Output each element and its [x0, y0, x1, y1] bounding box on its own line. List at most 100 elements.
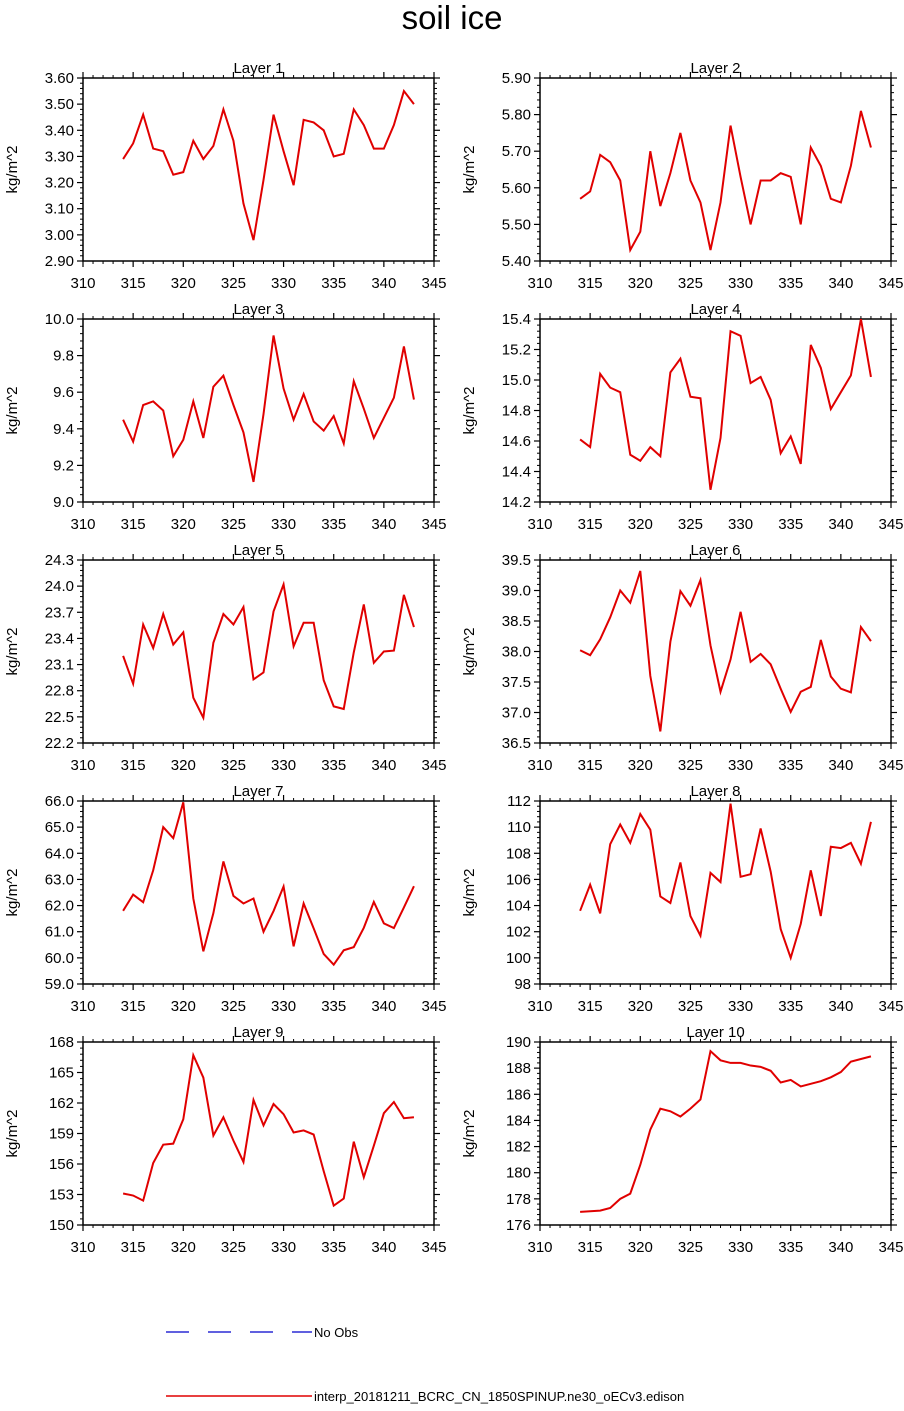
- x-tick-label: 320: [171, 998, 196, 1015]
- y-tick-label: 106: [506, 871, 531, 888]
- y-tick-label: 156: [49, 1156, 74, 1173]
- x-tick-label: 315: [121, 757, 146, 774]
- x-tick-label: 330: [728, 757, 753, 774]
- x-tick-label: 310: [527, 275, 552, 292]
- x-tick-label: 310: [70, 998, 95, 1015]
- x-tick-label: 315: [578, 516, 603, 533]
- x-tick-label: 315: [121, 1239, 146, 1256]
- y-tick-label: 37.5: [502, 674, 531, 691]
- x-tick-label: 340: [371, 998, 396, 1015]
- y-axis-label-layer-7: kg/m^2: [4, 869, 21, 917]
- legend-label-no-obs: No Obs: [314, 1325, 359, 1340]
- x-tick-label: 320: [628, 516, 653, 533]
- x-tick-label: 315: [578, 998, 603, 1015]
- y-tick-label: 62.0: [45, 898, 74, 915]
- y-tick-label: 153: [49, 1187, 74, 1204]
- panel-layer-8: Layer 8 kg/m^2 310 315 320 325 330 335 340 345 98 1…: [461, 783, 904, 1015]
- x-tick-label: 325: [678, 275, 703, 292]
- plot-frame-layer-4: [539, 318, 892, 503]
- y-tick-label: 22.8: [45, 683, 74, 700]
- x-tick-label: 345: [421, 516, 446, 533]
- legend: No Obs interp_20181211_BCRC_CN_1850SPINU…: [166, 1325, 684, 1404]
- x-tick-label: 345: [878, 275, 903, 292]
- x-tick-label: 330: [271, 275, 296, 292]
- y-tick-label: 2.90: [45, 253, 74, 270]
- y-tick-label: 5.40: [502, 253, 531, 270]
- x-tick-label: 345: [878, 1239, 903, 1256]
- y-tick-label: 3.20: [45, 175, 74, 192]
- x-tick-label: 320: [628, 757, 653, 774]
- y-tick-label: 15.2: [502, 342, 531, 359]
- legend-label-model: interp_20181211_BCRC_CN_1850SPINUP.ne30_…: [314, 1389, 684, 1404]
- panel-title-layer-9: Layer 9: [233, 1024, 283, 1041]
- x-tick-label: 340: [371, 275, 396, 292]
- y-tick-label: 10.0: [45, 311, 74, 328]
- y-tick-label: 5.70: [502, 143, 531, 160]
- panel-title-layer-6: Layer 6: [690, 542, 740, 559]
- panel-layer-2: Layer 2 kg/m^2 310 315 320 325 330 335 340 345 5.4…: [461, 60, 904, 292]
- legend-item-model: interp_20181211_BCRC_CN_1850SPINUP.ne30_…: [166, 1389, 684, 1404]
- panel-title-layer-3: Layer 3: [233, 301, 283, 318]
- x-tick-label: 345: [878, 516, 903, 533]
- panel-layer-9: Layer 9 kg/m^2 310 315 320 325 330 335 340 345 150…: [4, 1024, 447, 1256]
- y-tick-label: 182: [506, 1139, 531, 1156]
- x-tick-label: 330: [271, 1239, 296, 1256]
- panel-title-layer-10: Layer 10: [686, 1024, 744, 1041]
- y-tick-label: 3.40: [45, 122, 74, 139]
- y-tick-label: 104: [506, 898, 531, 915]
- y-axis-label-layer-1: kg/m^2: [4, 146, 21, 194]
- x-tick-label: 315: [121, 516, 146, 533]
- y-axis-label-layer-9: kg/m^2: [4, 1110, 21, 1158]
- y-tick-label: 14.2: [502, 494, 531, 511]
- x-tick-label: 340: [371, 516, 396, 533]
- x-tick-label: 345: [421, 998, 446, 1015]
- y-axis-label-layer-4: kg/m^2: [461, 387, 478, 435]
- series-line-layer-9: [122, 1051, 415, 1208]
- y-tick-label: 64.0: [45, 845, 74, 862]
- y-tick-label: 102: [506, 924, 531, 941]
- series-line-layer-8: [579, 803, 872, 962]
- y-tick-label: 165: [49, 1065, 74, 1082]
- y-tick-label: 66.0: [45, 793, 74, 810]
- panel-title-layer-1: Layer 1: [233, 60, 283, 77]
- x-tick-label: 335: [778, 1239, 803, 1256]
- panel-layer-7: Layer 7 kg/m^2 310 315 320 325 330 335 340 345 59.…: [4, 783, 447, 1015]
- x-tick-label: 325: [221, 998, 246, 1015]
- y-tick-label: 24.0: [45, 578, 74, 595]
- x-tick-label: 310: [527, 757, 552, 774]
- y-tick-label: 14.8: [502, 403, 531, 420]
- y-tick-label: 184: [506, 1112, 531, 1129]
- y-tick-label: 23.4: [45, 630, 74, 647]
- y-tick-label: 100: [506, 950, 531, 967]
- x-tick-label: 340: [371, 757, 396, 774]
- y-tick-label: 5.90: [502, 70, 531, 87]
- x-tick-label: 310: [70, 516, 95, 533]
- x-tick-label: 325: [221, 757, 246, 774]
- x-tick-label: 310: [527, 516, 552, 533]
- panel-title-layer-7: Layer 7: [233, 783, 283, 800]
- y-tick-label: 36.5: [502, 735, 531, 752]
- y-tick-label: 150: [49, 1217, 74, 1234]
- y-tick-label: 9.4: [53, 421, 74, 438]
- x-tick-label: 330: [271, 998, 296, 1015]
- x-tick-label: 315: [578, 275, 603, 292]
- y-tick-label: 110: [507, 819, 531, 836]
- x-tick-label: 325: [221, 275, 246, 292]
- panel-title-layer-8: Layer 8: [690, 783, 740, 800]
- y-tick-label: 180: [506, 1165, 531, 1182]
- panel-layer-10: Layer 10 kg/m^2 310 315 320 325 330 335 340 345 17…: [461, 1024, 904, 1256]
- y-tick-label: 14.6: [502, 433, 531, 450]
- y-tick-label: 23.7: [45, 604, 74, 621]
- panel-layer-3: Layer 3 kg/m^2 310 315 320 325 330 335 340 345 9.0…: [4, 301, 447, 533]
- y-tick-label: 9.8: [53, 348, 74, 365]
- y-tick-label: 38.5: [502, 613, 531, 630]
- y-tick-label: 61.0: [45, 924, 74, 941]
- y-tick-label: 108: [506, 845, 531, 862]
- x-tick-label: 345: [878, 757, 903, 774]
- x-tick-label: 345: [878, 998, 903, 1015]
- y-tick-label: 14.4: [502, 464, 531, 481]
- y-tick-label: 3.50: [45, 96, 74, 113]
- x-tick-label: 315: [121, 998, 146, 1015]
- y-tick-label: 3.30: [45, 148, 74, 165]
